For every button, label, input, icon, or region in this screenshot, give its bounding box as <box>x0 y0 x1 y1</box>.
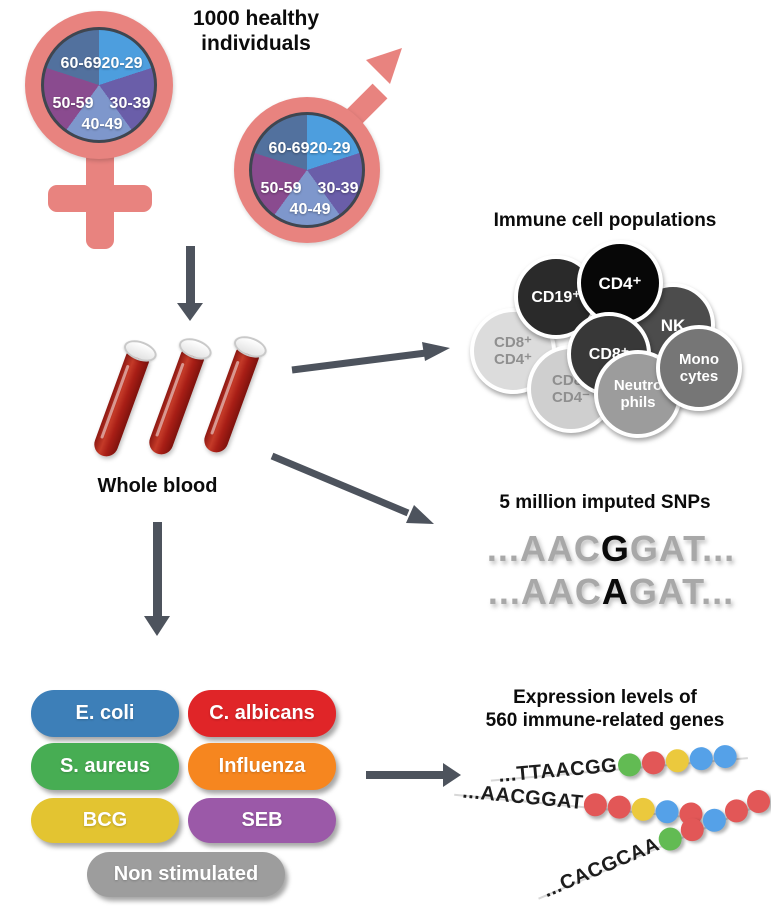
male-age-pie-chart: 20-29 30-39 40-49 50-59 60-69 <box>249 112 365 228</box>
arrow-stimuli-to-expression <box>366 771 444 779</box>
age-slice-label: 20-29 <box>101 55 143 72</box>
age-slice-label: 40-49 <box>81 116 123 133</box>
cell-monocytes: Mono cytes <box>656 325 742 411</box>
age-slice-label: 30-39 <box>109 95 151 112</box>
arrow-cohort-to-blood <box>186 246 195 306</box>
female-age-pie-chart: 20-29 30-39 40-49 50-59 60-69 <box>41 27 157 143</box>
gene-sequence: ...TTAACGG <box>497 754 619 787</box>
stimulus-pill-bcg: BCG <box>31 798 179 843</box>
age-slice-label: 30-39 <box>317 180 359 197</box>
expression-dot <box>640 749 666 775</box>
cell-cd4: CD4⁺ <box>577 240 663 326</box>
snp-sequence-alternate: ...AACAGAT... <box>487 571 735 612</box>
expression-dot <box>664 747 690 773</box>
arrow-stimuli-to-expression-head <box>443 763 461 787</box>
gene-strand: ...AACGGAT <box>461 779 704 828</box>
arrow-blood-to-stimuli <box>153 522 162 619</box>
gene-strand: ...TTAACGG <box>497 741 748 789</box>
cohort-title: 1000 healthy individuals <box>192 7 320 55</box>
stimulus-pill-ecoli: E. coli <box>31 690 179 737</box>
expression-dot <box>607 794 633 820</box>
arrow-blood-to-stimuli-head <box>144 616 170 636</box>
age-slice-label: 40-49 <box>289 201 331 218</box>
expression-dot <box>688 745 714 771</box>
age-slice-label: 50-59 <box>260 180 302 197</box>
expression-dot <box>654 798 680 824</box>
expression-dot <box>583 791 609 817</box>
arrow-blood-to-cells <box>291 342 450 374</box>
stimulus-pill-saureus: S. aureus <box>31 743 179 790</box>
arrow-blood-to-snps <box>270 452 434 524</box>
stimulus-pill-influenza: Influenza <box>188 743 336 790</box>
age-slice-label: 60-69 <box>60 55 102 72</box>
stimulus-pill-nonstimulated: Non stimulated <box>87 852 285 897</box>
expression-title: Expression levels of 560 immune-related … <box>485 687 725 731</box>
age-slice-label: 20-29 <box>309 140 351 157</box>
snp-sequence-reference: ...AACGGAT... <box>486 528 736 569</box>
gene-sequence: ...AACGGAT <box>461 780 585 814</box>
snps-title: 5 million imputed SNPs <box>499 492 711 513</box>
expression-dot <box>630 796 657 822</box>
gene-sequence: ...CACGCAA <box>539 832 663 902</box>
snp-variant-letter: G <box>600 528 630 569</box>
age-slice-label: 50-59 <box>52 95 94 112</box>
stimulus-pill-calbicans: C. albicans <box>188 690 336 737</box>
expression-dot <box>712 743 738 769</box>
arrow-cohort-to-blood-head <box>177 303 203 321</box>
female-symbol-crossbar <box>48 185 152 212</box>
immune-cells-title: Immune cell populations <box>493 210 717 231</box>
whole-blood-label: Whole blood <box>97 475 218 497</box>
stimulus-pill-seb: SEB <box>188 798 336 843</box>
age-slice-label: 60-69 <box>268 140 310 157</box>
expression-dot <box>617 751 642 777</box>
snp-variant-letter: A <box>601 571 629 612</box>
